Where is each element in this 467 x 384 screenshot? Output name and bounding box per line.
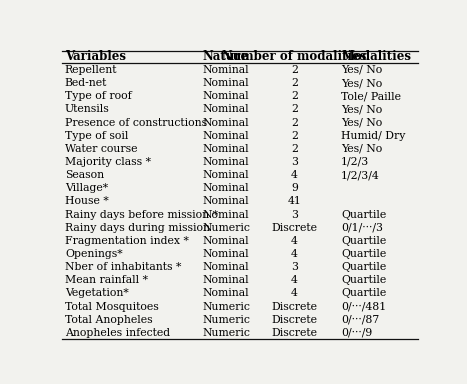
Text: 3: 3: [291, 157, 298, 167]
Text: Numeric: Numeric: [202, 328, 250, 338]
Text: 4: 4: [291, 275, 298, 285]
Text: Modalities: Modalities: [341, 50, 411, 63]
Text: Numeric: Numeric: [202, 301, 250, 311]
Text: 1/2/3/4: 1/2/3/4: [341, 170, 380, 180]
Text: Nominal: Nominal: [202, 157, 249, 167]
Text: Variables: Variables: [65, 50, 126, 63]
Text: House *: House *: [65, 196, 109, 206]
Text: Nominal: Nominal: [202, 210, 249, 220]
Text: 2: 2: [291, 104, 298, 114]
Text: Season: Season: [65, 170, 104, 180]
Text: Nber of inhabitants *: Nber of inhabitants *: [65, 262, 181, 272]
Text: 3: 3: [291, 210, 298, 220]
Text: Quartile: Quartile: [341, 288, 386, 298]
Text: 0/···/481: 0/···/481: [341, 301, 386, 311]
Text: Nominal: Nominal: [202, 288, 249, 298]
Text: 2: 2: [291, 65, 298, 75]
Text: 0/1/···/3: 0/1/···/3: [341, 223, 383, 233]
Text: Discrete: Discrete: [272, 223, 318, 233]
Text: Yes/ No: Yes/ No: [341, 65, 382, 75]
Text: Rainy days during mission: Rainy days during mission: [65, 223, 210, 233]
Text: 41: 41: [288, 196, 302, 206]
Text: Quartile: Quartile: [341, 210, 386, 220]
Text: Yes/ No: Yes/ No: [341, 78, 382, 88]
Text: Nominal: Nominal: [202, 91, 249, 101]
Text: Numeric: Numeric: [202, 223, 250, 233]
Text: Nominal: Nominal: [202, 78, 249, 88]
Text: Quartile: Quartile: [341, 262, 386, 272]
Text: 4: 4: [291, 236, 298, 246]
Text: 4: 4: [291, 288, 298, 298]
Text: Water course: Water course: [65, 144, 137, 154]
Text: Nature: Nature: [202, 50, 248, 63]
Text: Discrete: Discrete: [272, 314, 318, 325]
Text: Nominal: Nominal: [202, 131, 249, 141]
Text: Numeric: Numeric: [202, 314, 250, 325]
Text: Quartile: Quartile: [341, 236, 386, 246]
Text: Nominal: Nominal: [202, 196, 249, 206]
Text: 2: 2: [291, 118, 298, 127]
Text: Humid/ Dry: Humid/ Dry: [341, 131, 405, 141]
Text: Nominal: Nominal: [202, 65, 249, 75]
Text: Nominal: Nominal: [202, 144, 249, 154]
Text: Nominal: Nominal: [202, 104, 249, 114]
Text: Nominal: Nominal: [202, 118, 249, 127]
Text: 1/2/3: 1/2/3: [341, 157, 369, 167]
Text: Village*: Village*: [65, 183, 108, 193]
Text: Tole/ Paille: Tole/ Paille: [341, 91, 401, 101]
Text: Total Mosquitoes: Total Mosquitoes: [65, 301, 159, 311]
Text: Nominal: Nominal: [202, 249, 249, 259]
Text: 0/···/87: 0/···/87: [341, 314, 379, 325]
Text: Utensils: Utensils: [65, 104, 110, 114]
Text: Anopheles infected: Anopheles infected: [65, 328, 170, 338]
Text: Total Anopheles: Total Anopheles: [65, 314, 153, 325]
Text: Nominal: Nominal: [202, 262, 249, 272]
Text: Rainy days before mission *: Rainy days before mission *: [65, 210, 218, 220]
Text: Quartile: Quartile: [341, 275, 386, 285]
Text: Repellent: Repellent: [65, 65, 117, 75]
Text: Fragmentation index *: Fragmentation index *: [65, 236, 189, 246]
Text: Yes/ No: Yes/ No: [341, 104, 382, 114]
Text: Type of soil: Type of soil: [65, 131, 128, 141]
Text: 3: 3: [291, 262, 298, 272]
Text: Vegetation*: Vegetation*: [65, 288, 128, 298]
Text: Openings*: Openings*: [65, 249, 122, 259]
Text: Bed-net: Bed-net: [65, 78, 107, 88]
Text: 0/···/9: 0/···/9: [341, 328, 372, 338]
Text: Discrete: Discrete: [272, 301, 318, 311]
Text: Discrete: Discrete: [272, 328, 318, 338]
Text: Nominal: Nominal: [202, 170, 249, 180]
Text: 4: 4: [291, 170, 298, 180]
Text: 2: 2: [291, 131, 298, 141]
Text: Nominal: Nominal: [202, 236, 249, 246]
Text: Nominal: Nominal: [202, 183, 249, 193]
Text: 2: 2: [291, 91, 298, 101]
Text: Number of modalities: Number of modalities: [222, 50, 367, 63]
Text: Type of roof: Type of roof: [65, 91, 132, 101]
Text: Presence of constructions: Presence of constructions: [65, 118, 207, 127]
Text: 2: 2: [291, 144, 298, 154]
Text: 2: 2: [291, 78, 298, 88]
Text: Quartile: Quartile: [341, 249, 386, 259]
Text: Yes/ No: Yes/ No: [341, 118, 382, 127]
Text: 9: 9: [291, 183, 298, 193]
Text: Mean rainfall *: Mean rainfall *: [65, 275, 148, 285]
Text: Majority class *: Majority class *: [65, 157, 151, 167]
Text: Nominal: Nominal: [202, 275, 249, 285]
Text: 4: 4: [291, 249, 298, 259]
Text: Yes/ No: Yes/ No: [341, 144, 382, 154]
